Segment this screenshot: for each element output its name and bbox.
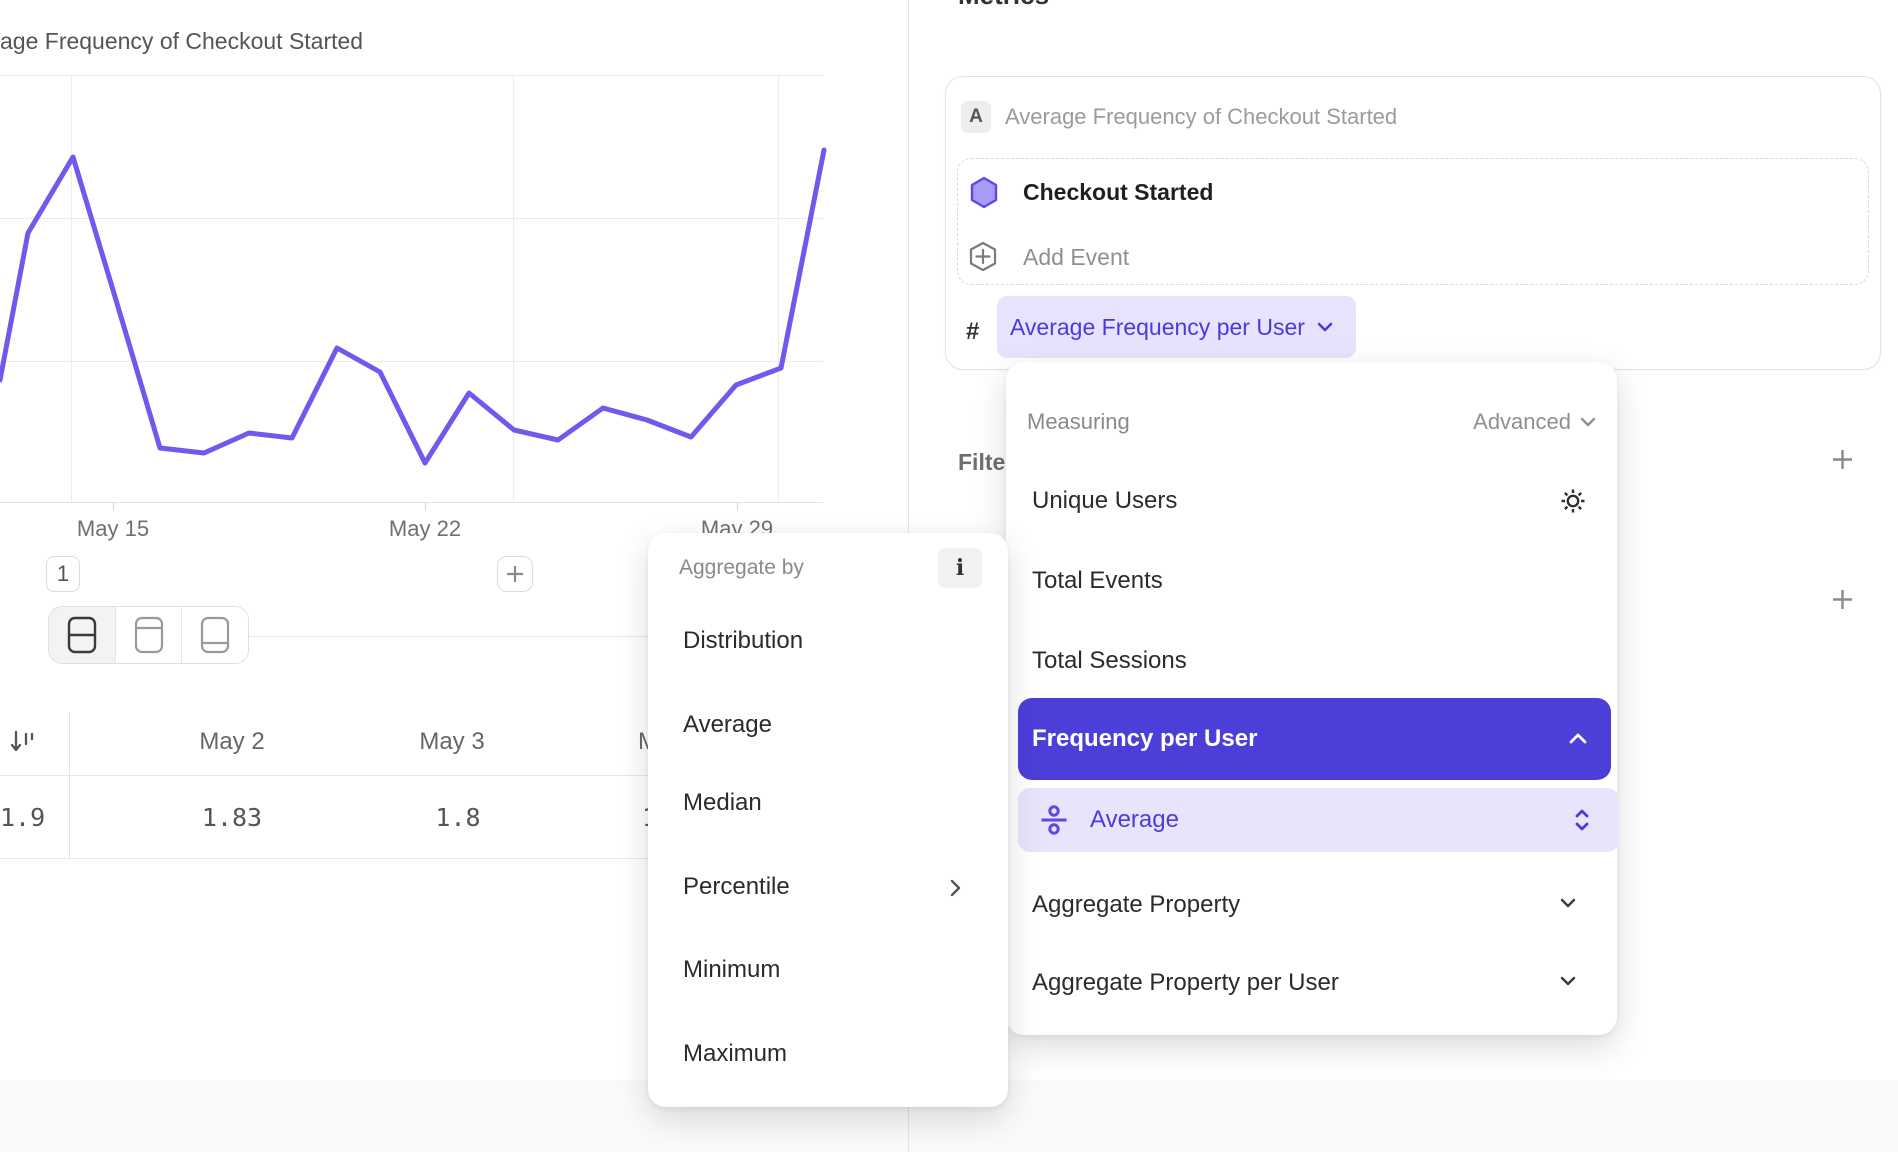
gridline (0, 361, 823, 362)
table-header-may3[interactable]: May 3 (419, 728, 485, 755)
table-row-divider (0, 858, 908, 859)
event-name[interactable]: Checkout Started (1023, 179, 1214, 205)
add-event-row[interactable] (967, 241, 999, 272)
chevron-down-icon (1560, 976, 1576, 986)
measuring-popup-header: Measuring (1027, 409, 1130, 434)
aggregation-selector-label: Average Frequency per User (1010, 313, 1305, 340)
chevron-down-icon (1560, 898, 1576, 908)
chart-top-icon (134, 616, 163, 654)
chevron-right-icon (950, 879, 961, 897)
split-horizontal-icon (67, 616, 97, 654)
table-header-may2[interactable]: May 2 (199, 728, 265, 755)
advanced-dropdown[interactable]: Advanced (1473, 409, 1597, 435)
menu-item-minimum[interactable]: Minimum (683, 956, 781, 983)
menu-item-percentile[interactable]: Percentile (683, 873, 790, 900)
table-header-divider (0, 775, 908, 776)
plus-icon (1833, 590, 1852, 609)
series-number: 1 (56, 561, 70, 586)
menu-item-total-events[interactable]: Total Events (1032, 567, 1163, 594)
layout-table-bottom-button[interactable] (182, 607, 248, 663)
sort-descending-icon (10, 730, 34, 752)
unique-users-settings-button[interactable] (1558, 486, 1588, 516)
menu-item-unique-users[interactable]: Unique Users (1032, 487, 1178, 514)
chart-section-divider (240, 636, 908, 637)
table-cell-may2: 1.83 (201, 803, 263, 832)
menu-item-total-sessions[interactable]: Total Sessions (1032, 647, 1187, 674)
plus-icon (1833, 450, 1852, 469)
metric-letter: A (969, 106, 983, 127)
menu-item-aggregate-property-per-user[interactable]: Aggregate Property per User (1032, 969, 1339, 996)
table-bottom-icon (201, 616, 230, 654)
event-hexagon-icon (970, 176, 998, 209)
menu-item-maximum[interactable]: Maximum (683, 1040, 788, 1067)
add-event-hexagon-plus-icon (969, 241, 997, 272)
gridline (737, 503, 738, 511)
event-row[interactable] (969, 176, 999, 209)
table-cell-may3: 1.8 (435, 803, 481, 832)
gridline (0, 502, 823, 503)
aggregate-by-popup: Aggregate by i Distribution Average Medi… (648, 533, 1008, 1107)
event-group-card (957, 158, 1869, 285)
hash-symbol: # (966, 318, 980, 345)
advanced-label: Advanced (1473, 409, 1571, 434)
gridline (71, 75, 72, 502)
info-button[interactable]: i (938, 548, 982, 588)
gear-icon (1561, 489, 1585, 513)
metrics-section-heading: Metrics (958, 0, 1049, 11)
gridline (513, 75, 514, 502)
chevron-down-icon (1580, 417, 1596, 427)
chevron-up-icon (1569, 733, 1587, 744)
chart-grid (0, 0, 908, 560)
add-filter-button[interactable] (1831, 448, 1854, 471)
add-breakdown-button[interactable] (1831, 588, 1854, 611)
x-axis-label-may22: May 22 (388, 516, 462, 541)
aggregation-selector[interactable]: Average Frequency per User (997, 296, 1356, 358)
gridline (0, 75, 823, 76)
measuring-popup: Measuring Advanced Unique Users Total Ev… (1006, 362, 1619, 1035)
menu-item-median[interactable]: Median (683, 789, 762, 816)
frequency-per-user-label: Frequency per User (1032, 725, 1258, 752)
menu-item-aggregate-property[interactable]: Aggregate Property (1032, 891, 1241, 918)
average-label: Average (1090, 806, 1179, 833)
menu-item-average[interactable]: Average (683, 711, 772, 738)
up-down-chevrons-icon (1575, 809, 1589, 831)
layout-split-horizontal-button[interactable] (49, 607, 116, 663)
table-column-divider (69, 712, 70, 858)
add-annotation-button[interactable] (497, 556, 533, 592)
table-cell-partial-left: 1.9 (0, 803, 46, 832)
menu-item-frequency-per-user-selected[interactable]: Frequency per User (1018, 698, 1611, 780)
view-layout-toggle (48, 606, 249, 664)
divide-average-icon (1041, 805, 1067, 835)
menu-item-average-sub-selected[interactable]: Average (1018, 788, 1619, 852)
gridline (425, 503, 426, 511)
chart-title: age Frequency of Checkout Started (0, 28, 364, 54)
info-icon: i (955, 555, 965, 581)
series-number-chip[interactable]: 1 (46, 556, 80, 592)
menu-item-distribution[interactable]: Distribution (683, 627, 804, 654)
layout-chart-top-button[interactable] (115, 607, 183, 663)
metric-title[interactable]: Average Frequency of Checkout Started (1005, 104, 1398, 129)
sort-button[interactable] (8, 728, 36, 756)
gridline (0, 218, 823, 219)
gridline (113, 503, 114, 511)
line-chart[interactable] (0, 0, 908, 560)
chevron-down-icon (1317, 322, 1333, 332)
aggregate-by-header: Aggregate by (679, 556, 804, 579)
plus-icon (507, 566, 523, 582)
x-axis-label-may15: May 15 (76, 516, 150, 541)
gridline (778, 75, 779, 502)
metric-letter-badge: A (961, 101, 991, 133)
add-event-label[interactable]: Add Event (1023, 244, 1130, 270)
